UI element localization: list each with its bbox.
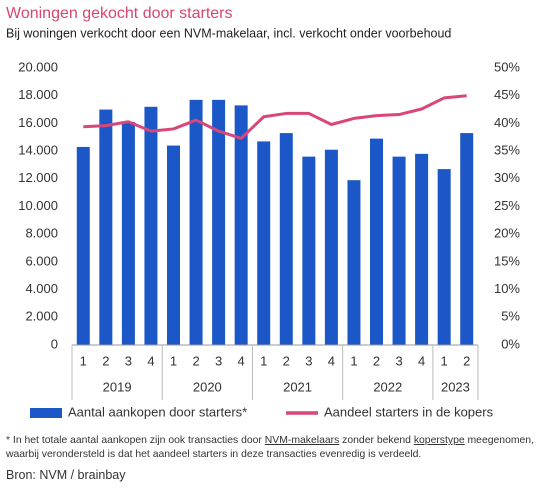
y-tick-label: 8.000 [25, 226, 58, 241]
y2-tick-label: 20% [494, 226, 520, 241]
y2-tick-label: 10% [494, 281, 520, 296]
y-tick-label: 18.000 [18, 87, 58, 102]
y-tick-label: 2.000 [25, 309, 58, 324]
bar [302, 156, 316, 345]
bar [167, 145, 180, 345]
y2-tick-label: 30% [494, 170, 520, 185]
footnote: * In het totale aantal aankopen zijn ook… [6, 434, 551, 462]
y-tick-label: 12.000 [18, 170, 58, 185]
bar [370, 138, 383, 345]
x-tick-label: 3 [125, 353, 132, 368]
bar [76, 146, 90, 345]
y2-tick-label: 40% [494, 115, 520, 130]
x-tick-label: 4 [418, 353, 425, 368]
x-tick-label: 2 [373, 353, 380, 368]
y-tick-label: 10.000 [18, 198, 58, 213]
x-group-label: 2022 [373, 379, 402, 394]
bar [189, 99, 203, 345]
y2-tick-label: 5% [501, 309, 520, 324]
legend-label: Aandeel starters in de kopers [324, 404, 494, 419]
x-tick-label: 1 [350, 353, 357, 368]
chart-subtitle: Bij woningen verkocht door een NVM-makel… [6, 26, 451, 40]
y-tick-label: 14.000 [18, 143, 58, 158]
x-tick-label: 1 [170, 353, 177, 368]
y2-tick-label: 35% [494, 143, 520, 158]
bar [279, 133, 293, 345]
footnote-text: meegenomen, waarbij verondersteld is dat… [6, 435, 534, 460]
x-tick-label: 2 [283, 353, 290, 368]
x-tick-label: 3 [305, 353, 312, 368]
footnote-link: NVM-makelaars [264, 435, 340, 446]
footnote-text: * In het totale aantal aankopen zijn ook… [6, 435, 265, 446]
footnote-text: zonder bekend [339, 435, 414, 446]
bar [460, 133, 474, 345]
y2-tick-label: 0% [501, 336, 520, 351]
x-tick-label: 1 [80, 353, 87, 368]
x-tick-label: 4 [147, 353, 154, 368]
x-group-label: 2020 [193, 379, 222, 394]
bar [144, 106, 158, 345]
y2-tick-label: 45% [494, 87, 520, 102]
y-tick-label: 20.000 [18, 59, 58, 74]
y2-tick-label: 25% [494, 198, 520, 213]
bar [324, 149, 338, 345]
x-tick-label: 4 [238, 353, 245, 368]
y2-tick-label: 15% [494, 253, 520, 268]
x-tick-label: 2 [102, 353, 109, 368]
bar [392, 156, 406, 345]
bar [212, 99, 226, 345]
chart: Woningen gekocht door starters Bij wonin… [6, 5, 520, 419]
x-group-label: 2021 [283, 379, 312, 394]
x-tick-label: 1 [260, 353, 267, 368]
legend-label: Aantal aankopen door starters* [68, 404, 247, 419]
x-tick-label: 3 [215, 353, 222, 368]
x-tick-label: 3 [395, 353, 402, 368]
bar [257, 141, 271, 345]
footnote-link: koperstype [413, 435, 465, 446]
chart-title: Woningen gekocht door starters [6, 5, 233, 22]
x-tick-label: 2 [192, 353, 199, 368]
x-tick-label: 2 [463, 353, 470, 368]
x-group-label: 2023 [441, 379, 470, 394]
y-tick-label: 0 [51, 336, 58, 351]
y-tick-label: 16.000 [18, 115, 58, 130]
bar [347, 180, 361, 345]
source: Bron: NVM / brainbay [6, 468, 126, 482]
bar [234, 105, 248, 346]
bar [437, 169, 451, 345]
bar [415, 153, 429, 345]
legend-swatch [30, 408, 62, 418]
x-tick-label: 1 [441, 353, 448, 368]
x-group-label: 2019 [103, 379, 132, 394]
bar [121, 122, 135, 345]
line [83, 94, 467, 140]
y-tick-label: 4.000 [25, 281, 58, 296]
bar [99, 109, 113, 345]
y2-tick-label: 50% [494, 59, 520, 74]
y-tick-label: 6.000 [25, 253, 58, 268]
x-tick-label: 4 [328, 353, 335, 368]
